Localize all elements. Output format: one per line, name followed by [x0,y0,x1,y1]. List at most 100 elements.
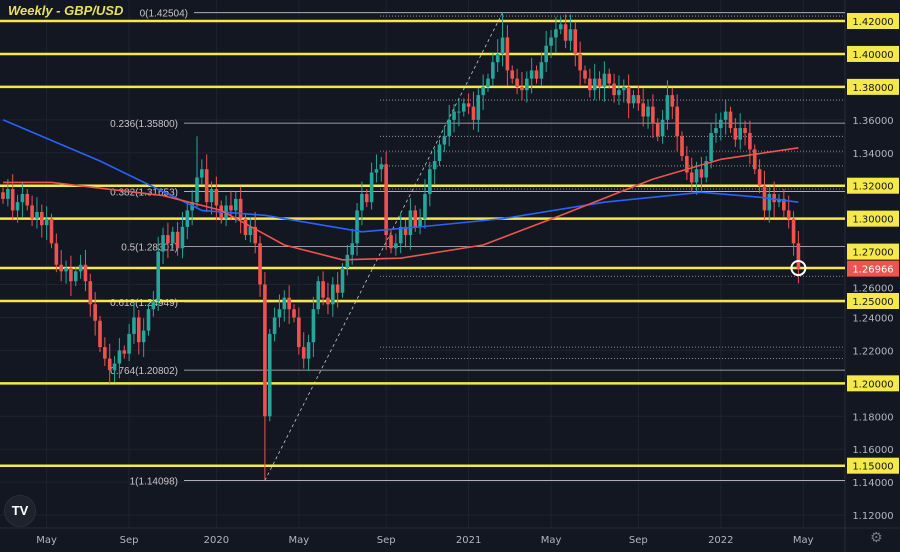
candle [20,181,25,217]
candle [306,334,311,371]
candle-body [549,37,553,46]
candle-body [588,78,592,91]
candle [588,68,592,98]
candle [49,213,54,249]
candle-body [146,309,151,331]
candle [665,80,670,130]
candle [326,282,330,315]
candle-body [6,188,10,199]
candle-body [476,95,481,120]
candle-body [195,177,199,203]
candle [442,126,447,152]
candle [331,277,335,317]
candle-body [166,235,170,244]
candle [670,87,675,119]
candle [728,106,733,133]
candle [685,146,689,180]
candle [44,206,49,241]
candle [350,228,354,265]
candle-body [709,132,713,161]
time-tick-label: May [289,535,310,546]
candle-body [520,86,524,91]
candle [675,94,679,152]
candle [214,176,219,221]
candle-body [500,37,505,54]
candle [316,276,321,315]
candle-body [316,281,321,310]
candle [428,161,432,207]
candle [185,202,190,240]
candle-body [791,218,796,244]
last-price-label-bg [847,260,899,277]
candle [592,63,597,101]
candle [617,75,621,105]
candle-body [413,210,418,227]
candle-body [69,268,73,282]
candle-body [466,103,471,107]
candle [311,296,316,357]
candle [520,72,524,101]
candle [151,291,156,317]
candle [660,109,665,144]
candle [510,65,515,84]
candle [612,73,616,103]
candle-body [505,37,510,71]
candle-body [389,235,393,249]
candle-body [636,95,641,104]
candle-body [364,193,369,203]
candle-body [544,45,548,63]
candle-body [539,62,544,79]
candle-body [685,156,689,173]
candle-body [481,86,485,96]
candle-body [117,350,122,364]
candle-body [331,284,335,305]
candle-body [214,188,219,206]
candle [549,30,553,59]
candle [98,315,102,353]
price-tick-label: 1.42000 [852,17,893,28]
candle [272,307,277,342]
candle-body [733,128,738,140]
fib-label: 0.764(1.20802) [110,366,178,377]
candle-body [772,193,776,203]
price-tick-label: 1.36000 [852,116,893,127]
price-tick-label: 1.30000 [852,215,893,226]
candle [195,136,199,208]
candle [641,88,645,127]
candle [457,99,461,127]
candle-body [248,226,253,236]
candle [655,118,660,142]
candle-body [1,192,5,199]
candle [209,181,214,215]
candle [364,188,369,208]
candle-body [112,363,117,371]
candle [466,93,471,115]
price-label-bg [847,457,899,474]
candle [10,174,15,221]
candle-body [757,169,762,186]
candle [476,87,481,133]
candle [40,204,44,238]
candle [224,195,228,227]
candle [137,310,141,355]
candle [384,151,388,250]
candle-body [185,210,190,227]
candle-body [447,119,451,137]
candle [714,113,718,143]
candle [200,159,204,185]
candle [394,233,398,256]
candle-body [675,106,679,137]
settings-icon[interactable]: ⚙ [870,530,883,546]
candle-body [646,106,650,117]
candle [88,273,93,317]
tradingview-logo[interactable]: TV [4,495,36,527]
candle-body [379,164,384,170]
candle-body [743,128,747,133]
candle-body [287,297,291,310]
candle-body [263,284,267,417]
candle-body [127,333,131,354]
candle [757,159,762,194]
candle-body [786,210,791,219]
